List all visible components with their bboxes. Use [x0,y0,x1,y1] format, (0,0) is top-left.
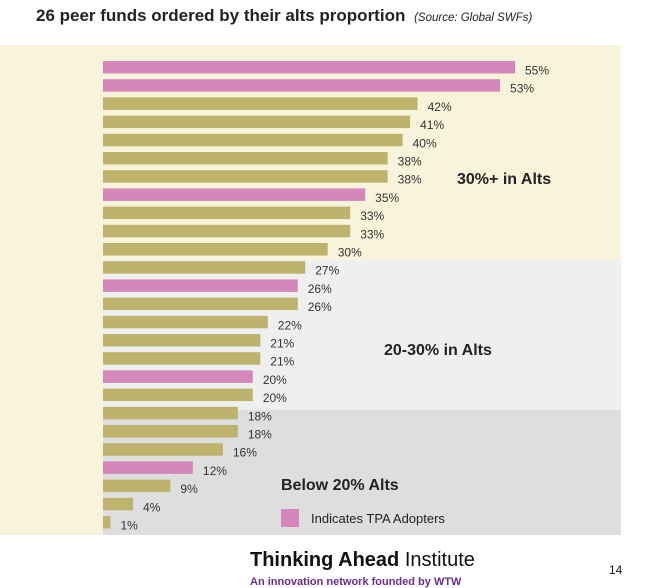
bar-value-label-20: 18% [248,409,272,423]
bar-22 [103,443,223,456]
zone-label-mid: 20-30% in Alts [384,342,492,359]
bar-value-label-3: 42% [428,100,452,114]
bar-value-label-26: 1% [120,519,138,533]
bar-18 [103,370,253,383]
bar-value-label-9: 33% [360,209,384,223]
legend-swatch [281,509,299,527]
bar-26 [103,516,111,529]
slide-title: 26 peer funds ordered by their alts prop… [36,6,532,26]
title-text: 26 peer funds ordered by their alts prop… [36,6,406,25]
bar-value-label-14: 26% [308,300,332,314]
bar-24 [103,479,171,493]
bar-value-label-12: 27% [315,264,339,278]
bar-value-label-2: 53% [510,82,534,96]
zone-label-high: 30%+ in Alts [457,171,552,188]
bar-2 [103,79,501,92]
page-number: 14 [609,563,623,577]
legend-label: Indicates TPA Adopters [311,510,445,526]
brand-bold: Thinking Ahead [250,549,400,571]
bar-15 [103,315,268,329]
source-note: (Source: Global SWFs) [414,12,533,24]
bar-10 [103,224,351,238]
bar-14 [103,297,298,311]
bar-value-label-22: 16% [233,446,257,460]
brand-logo: Thinking Ahead Institute [250,549,475,572]
bar-value-label-17: 21% [270,355,294,369]
bar-21 [103,425,238,438]
bar-20 [103,406,238,420]
bar-3 [103,97,418,110]
bar-value-label-10: 33% [360,227,384,241]
bar-9 [103,206,351,220]
bar-value-label-1: 55% [525,64,549,78]
zone-label-low: Below 20% Alts [281,477,399,494]
bar-value-label-21: 18% [248,428,272,442]
bar-value-label-19: 20% [263,391,287,405]
bar-5 [103,133,403,147]
bar-value-label-23: 12% [203,464,227,478]
bar-13 [103,279,298,292]
bar-value-label-13: 26% [308,282,332,296]
bar-8 [103,188,366,201]
brand-subtitle: An innovation network founded by WTW [250,576,462,588]
bar-4 [103,115,411,129]
legend: Indicates TPA Adopters [281,509,445,527]
bar-6 [103,152,388,165]
bar-value-label-24: 9% [180,482,198,496]
bar-1 [103,61,515,74]
bar-12 [103,261,306,274]
bar-value-label-15: 22% [278,318,302,332]
bar-value-label-25: 4% [143,500,161,514]
bar-value-label-8: 35% [375,191,399,205]
bar-19 [103,388,253,402]
bar-23 [103,461,193,474]
brand-rest: Institute [404,549,475,571]
bar-value-label-7: 38% [398,173,422,187]
bar-17 [103,352,261,365]
bar-7 [103,170,388,183]
bar-value-label-11: 30% [338,246,362,260]
bar-11 [103,243,328,256]
bar-value-label-6: 38% [398,155,422,169]
zone-band-left [0,260,103,535]
bar-value-label-4: 41% [420,118,444,132]
bar-value-label-5: 40% [413,136,437,150]
bar-value-label-18: 20% [263,373,287,387]
bar-25 [103,497,133,511]
bar-value-label-16: 21% [270,337,294,351]
bar-16 [103,334,261,347]
